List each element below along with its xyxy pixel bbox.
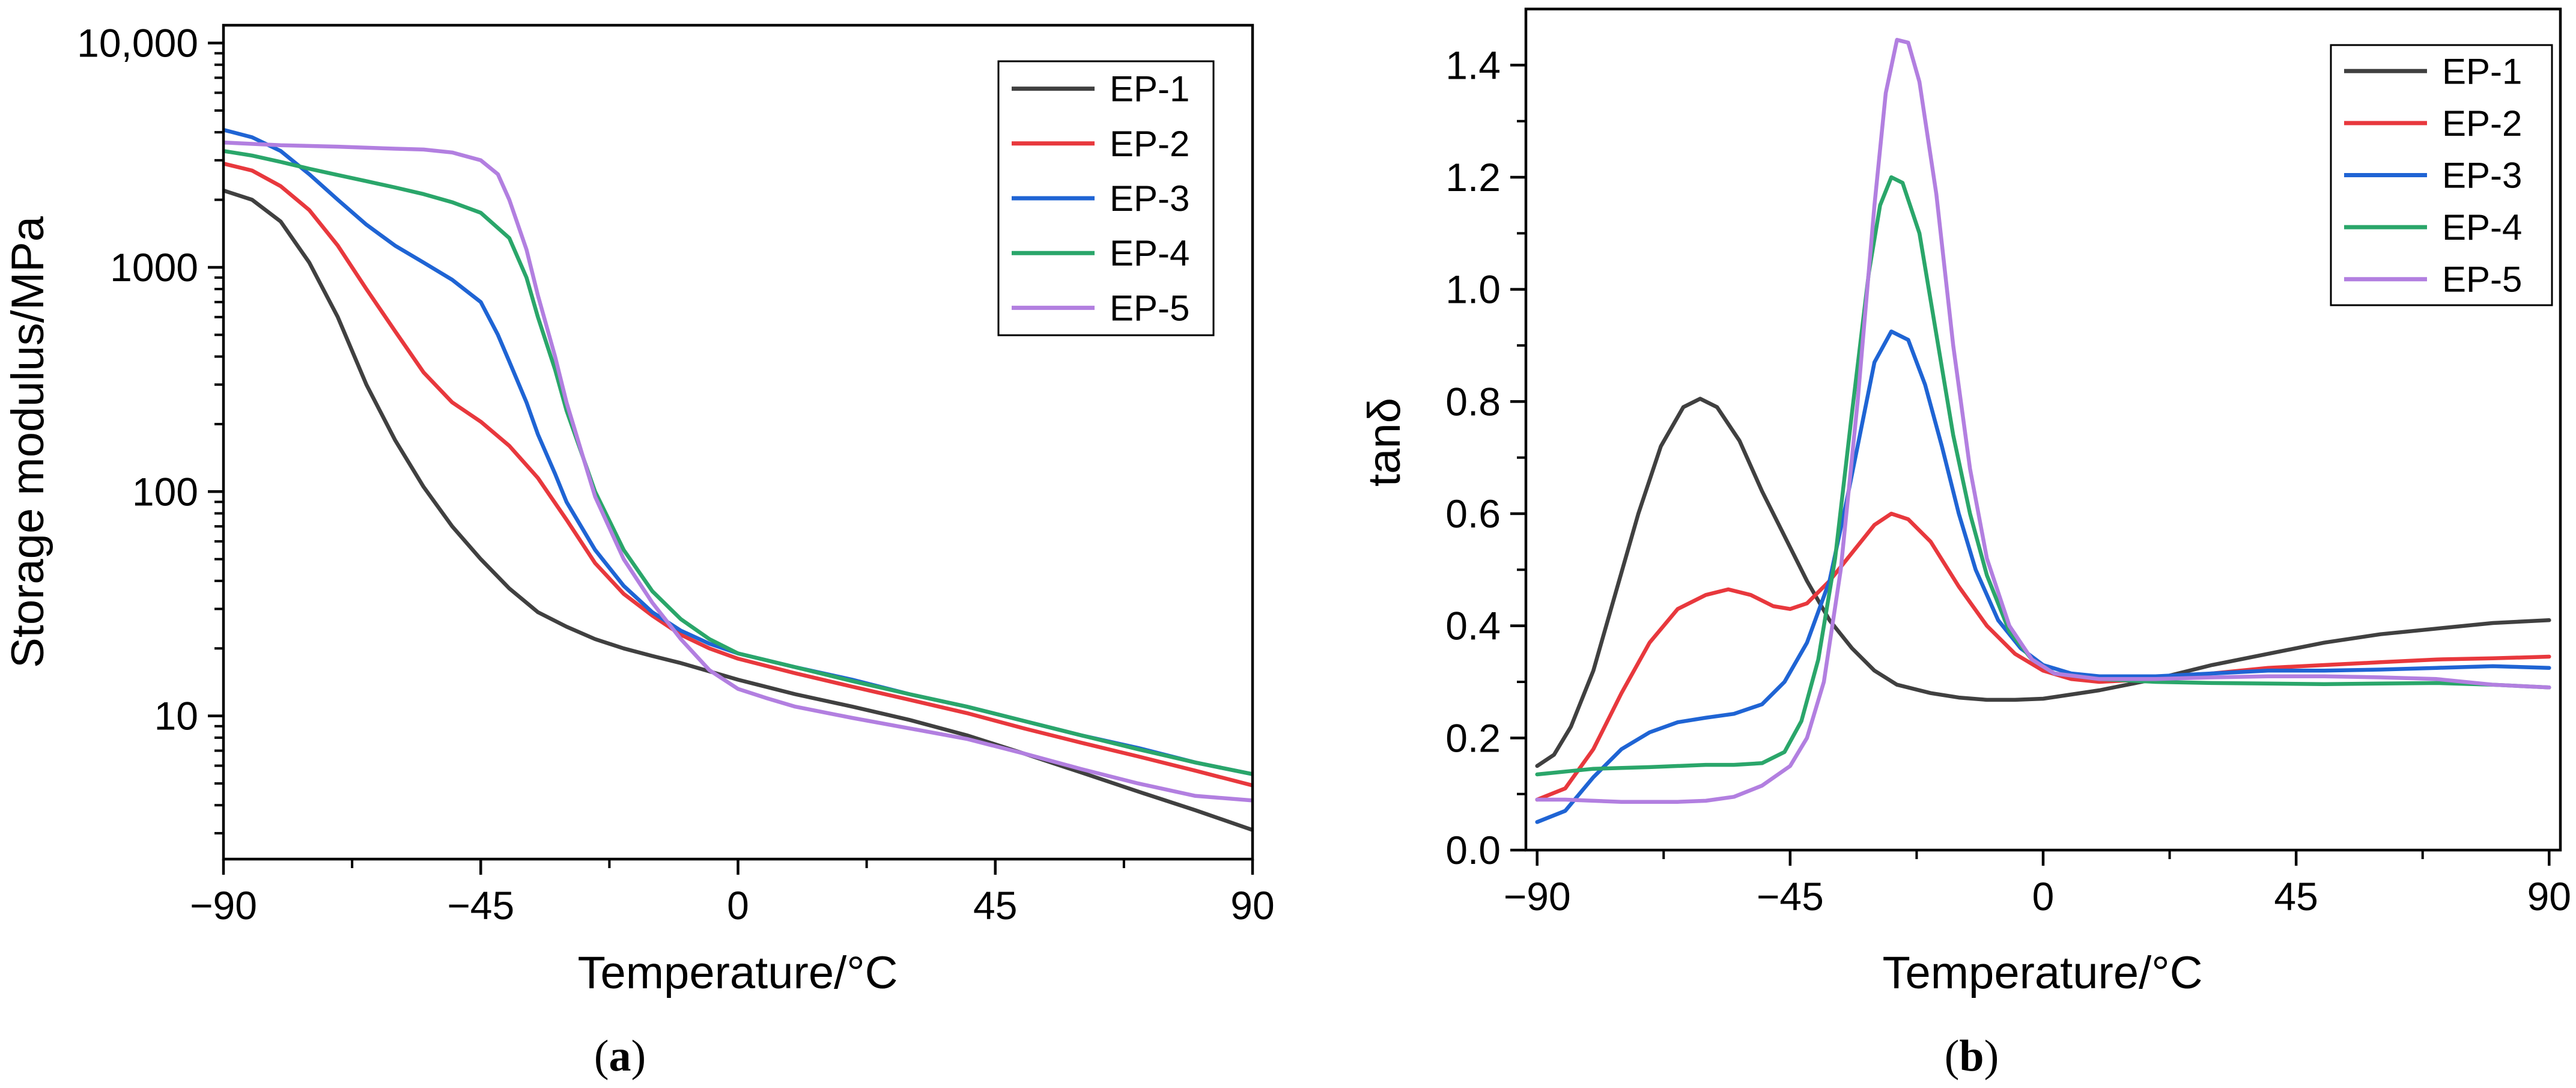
x-tick-label: 45 <box>973 883 1017 928</box>
y-axis-title: Storage modulus/MPa <box>2 216 53 668</box>
y-tick-label: 1.4 <box>1445 43 1501 87</box>
legend-label-ep-5: EP-5 <box>2442 260 2522 300</box>
chart-panel-b: −90 −45 0 45 90 0.0 0.2 0.4 0.6 0.8 1.0 1.2 1.4 Tempe… <box>1359 7 2571 1081</box>
legend-label-ep-1: EP-1 <box>1110 69 1189 109</box>
series-line-ep-1 <box>1535 397 2551 768</box>
x-axis-title: Temperature/°C <box>1882 947 2202 998</box>
y-tick-label: 0.6 <box>1445 491 1501 536</box>
panel-caption: (a) <box>594 1032 646 1081</box>
y-tick-label: 1000 <box>110 245 198 290</box>
y-tick-label: 100 <box>132 469 198 514</box>
legend-label-ep-5: EP-5 <box>1110 288 1189 328</box>
series-line-ep-3 <box>1535 329 2551 824</box>
series-lines <box>1535 38 2551 824</box>
legend-label-ep-4: EP-4 <box>1110 233 1189 273</box>
y-tick-label: 0.0 <box>1445 828 1501 872</box>
legend: EP-1 EP-2 EP-3 EP-4 EP-5 <box>2330 44 2553 306</box>
y-axis-title: tanδ <box>1359 398 1410 487</box>
legend-label-ep-1: EP-1 <box>2442 51 2522 91</box>
legend-label-ep-2: EP-2 <box>2442 103 2522 144</box>
x-tick-label: 90 <box>1230 883 1274 928</box>
y-tick-label: 10,000 <box>77 21 198 65</box>
x-tick-label: 0 <box>2032 874 2055 919</box>
legend-label-ep-3: EP-3 <box>1110 178 1189 219</box>
y-tick-label: 1.2 <box>1445 155 1501 199</box>
legend-label-ep-4: EP-4 <box>2442 207 2522 248</box>
x-tick-label: −90 <box>1504 874 1571 919</box>
x-tick-label: −90 <box>190 883 257 928</box>
chart-panel-a: −90 −45 0 45 90 10 100 1000 10,000 Temperature/°C… <box>2 21 1275 1081</box>
y-tick-label: 0.8 <box>1445 379 1501 424</box>
x-tick-label: 45 <box>2274 874 2318 919</box>
y-tick-label: 0.2 <box>1445 716 1501 760</box>
y-tick-label: 10 <box>154 694 198 738</box>
series-line-ep-2 <box>1535 511 2551 802</box>
legend: EP-1 EP-2 EP-3 EP-4 EP-5 <box>997 60 1215 336</box>
x-tick-label: −45 <box>1757 874 1824 919</box>
panel-caption: (b) <box>1945 1032 1999 1081</box>
x-axis-title: Temperature/°C <box>577 947 898 998</box>
series-lines <box>223 127 1253 832</box>
x-tick-label: −45 <box>447 883 514 928</box>
series-line-ep-4 <box>1535 175 2551 777</box>
legend-label-ep-2: EP-2 <box>1110 124 1189 164</box>
x-tick-label: 90 <box>2527 874 2571 919</box>
series-line-ep-5 <box>1535 38 2551 804</box>
y-tick-label: 0.4 <box>1445 604 1501 648</box>
panel-letter: a <box>609 1032 631 1081</box>
series-line-ep-5 <box>223 140 1253 803</box>
series-line-ep-2 <box>223 162 1253 788</box>
y-tick-label: 1.0 <box>1445 267 1501 312</box>
x-tick-label: 0 <box>727 883 749 928</box>
legend-label-ep-3: EP-3 <box>2442 156 2522 196</box>
panel-letter: b <box>1959 1032 1984 1081</box>
